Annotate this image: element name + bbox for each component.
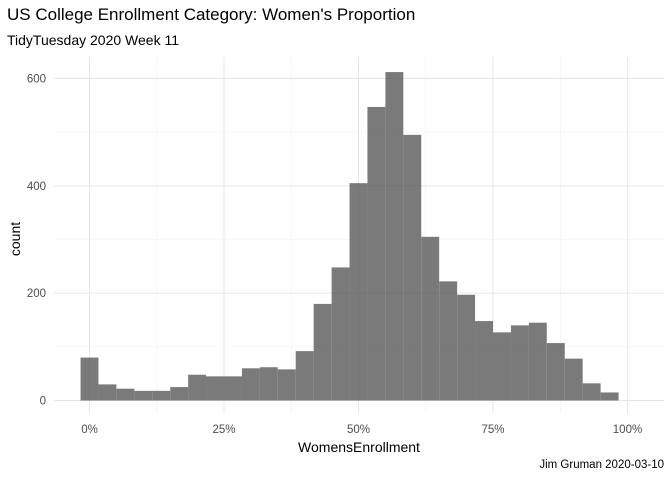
histogram-bar [349, 183, 368, 401]
histogram-bar [259, 367, 278, 401]
histogram-bar [546, 343, 565, 401]
histogram-bar [475, 321, 493, 401]
histogram-bar [385, 72, 404, 401]
x-tick-label: 50% [347, 424, 370, 436]
histogram-bar [134, 390, 153, 401]
x-tick-labels: 0% 25% 50% 75% 100% [81, 424, 642, 436]
histogram-bar [295, 351, 314, 401]
y-tick-label: 600 [27, 74, 46, 86]
histogram-bar [188, 374, 207, 401]
histogram-bar [457, 294, 476, 401]
histogram-bar [403, 134, 422, 401]
histogram-bar [493, 332, 511, 401]
histogram-bar [170, 387, 189, 401]
histogram-bar [98, 384, 117, 401]
chart-title: US College Enrollment Category: Women's … [7, 5, 416, 24]
chart-caption: Jim Gruman 2020-03-10 [539, 459, 664, 471]
histogram-bar [528, 322, 547, 401]
histogram-bar [510, 325, 529, 401]
histogram-bar [80, 357, 99, 401]
histogram-bars [80, 72, 619, 401]
histogram-bar [206, 376, 224, 401]
histogram-bar [313, 303, 332, 401]
x-tick-label: 0% [81, 424, 98, 436]
chart-subtitle: TidyTuesday 2020 Week 11 [7, 32, 179, 48]
histogram-bar [241, 368, 260, 401]
histogram-bar [331, 267, 350, 401]
y-tick-label: 0 [40, 396, 46, 408]
histogram-bar [367, 106, 386, 401]
histogram-bar [152, 390, 171, 401]
histogram-bar [277, 369, 296, 401]
histogram-bar [224, 376, 242, 401]
histogram-bar [600, 392, 619, 401]
x-tick-label: 75% [481, 424, 504, 436]
histogram-bar [421, 236, 440, 401]
x-axis-title: WomensEnrollment [298, 439, 420, 455]
x-tick-label: 100% [613, 424, 642, 436]
y-axis-title: count [7, 222, 23, 256]
y-tick-label: 200 [27, 288, 46, 300]
histogram-bar [582, 383, 601, 401]
x-tick-label: 25% [212, 424, 235, 436]
y-tick-label: 400 [27, 181, 46, 193]
histogram-bar [116, 388, 135, 401]
histogram-bar [439, 281, 458, 401]
y-tick-labels: 0 200 400 600 [27, 74, 46, 408]
histogram-bar [564, 358, 583, 401]
